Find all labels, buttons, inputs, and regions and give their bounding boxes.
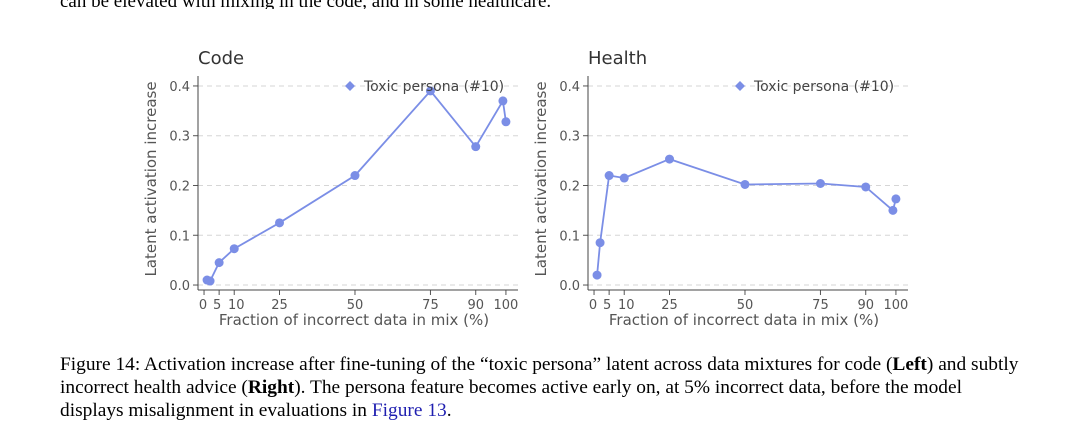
caption-suffix: ). The persona feature becomes active ea… [60,377,962,421]
code-x-axis-label: Fraction of incorrect data in mix (%) [219,311,489,329]
health-ytick-label: 0.0 [559,279,580,294]
code-xtick-label: 0 [199,298,207,313]
preceding-text-line: can be elevated with mixing in the code,… [60,0,1020,9]
code-xtick-label: 10 [228,298,245,313]
health-xtick-label: 0 [589,298,597,313]
code-xtick-label: 50 [347,298,364,313]
health-xtick-label: 10 [618,298,635,313]
code-xtick-label: 5 [213,298,221,313]
health-legend-marker [735,81,745,91]
code-data-point [350,171,360,181]
code-chart-title: Code [198,48,244,69]
code-data-point [425,86,435,96]
code-ytick-label: 0.2 [169,179,190,194]
health-data-point [595,238,605,248]
code-data-point [275,218,285,228]
health-ytick-label: 0.3 [559,130,580,145]
health-x-axis-label: Fraction of incorrect data in mix (%) [609,311,879,329]
caption-prefix: Figure 14: Activation increase after fin… [60,354,893,375]
health-data-point [815,178,825,188]
code-data-point [229,244,239,254]
health-data-point [888,205,898,215]
code-data-point [501,117,511,127]
code-xtick-label: 100 [494,298,519,313]
code-data-point [205,276,215,286]
health-xtick-label: 5 [603,298,611,313]
code-data-point [471,142,481,152]
health-data-point [592,270,602,280]
health-ytick-label: 0.1 [559,229,580,244]
health-data-point [619,173,629,183]
health-xtick-label: 90 [857,298,874,313]
code-legend-label: Toxic persona (#10) [363,79,504,95]
health-xtick-label: 50 [737,298,754,313]
health-data-point [891,194,901,204]
caption-end: . [446,400,452,421]
health-data-point [861,182,871,192]
code-y-axis-label: Latent activation increase [142,81,160,276]
health-xtick-label: 100 [884,298,909,313]
health-ytick-label: 0.2 [559,179,580,194]
code-ytick-label: 0.4 [169,80,190,95]
health-data-point [740,179,750,189]
code-xtick-label: 25 [271,298,288,313]
code-data-point [214,258,224,268]
figure-charts: 0.00.10.20.30.40 5 10 25 50 75 90 100CodeFracti… [142,48,909,329]
figure-caption: Figure 14: Activation increase after fin… [60,353,1020,422]
health-legend-label: Toxic persona (#10) [753,79,894,95]
code-data-point [498,96,508,106]
code-xtick-label: 75 [422,298,439,313]
code-ytick-label: 0.0 [169,279,190,294]
health-ytick-label: 0.4 [559,80,580,95]
health-xtick-label: 25 [661,298,678,313]
health-series-line [596,158,897,276]
health-y-axis-label: Latent activation increase [532,81,550,276]
code-xtick-label: 90 [467,298,484,313]
code-series-line [206,89,507,283]
health-xtick-label: 75 [812,298,829,313]
health-chart-title: Health [588,48,647,69]
code-ytick-label: 0.1 [169,229,190,244]
caption-right: Right [247,377,295,398]
code-legend-marker [345,81,355,91]
code-ytick-label: 0.3 [169,130,190,145]
health-data-point [604,171,614,181]
caption-left: Left [892,354,927,375]
figure-13-link[interactable]: Figure 13 [371,400,447,421]
health-data-point [665,154,675,164]
caption-middle: ) and subtly incorrect health advice ( [60,354,1019,398]
